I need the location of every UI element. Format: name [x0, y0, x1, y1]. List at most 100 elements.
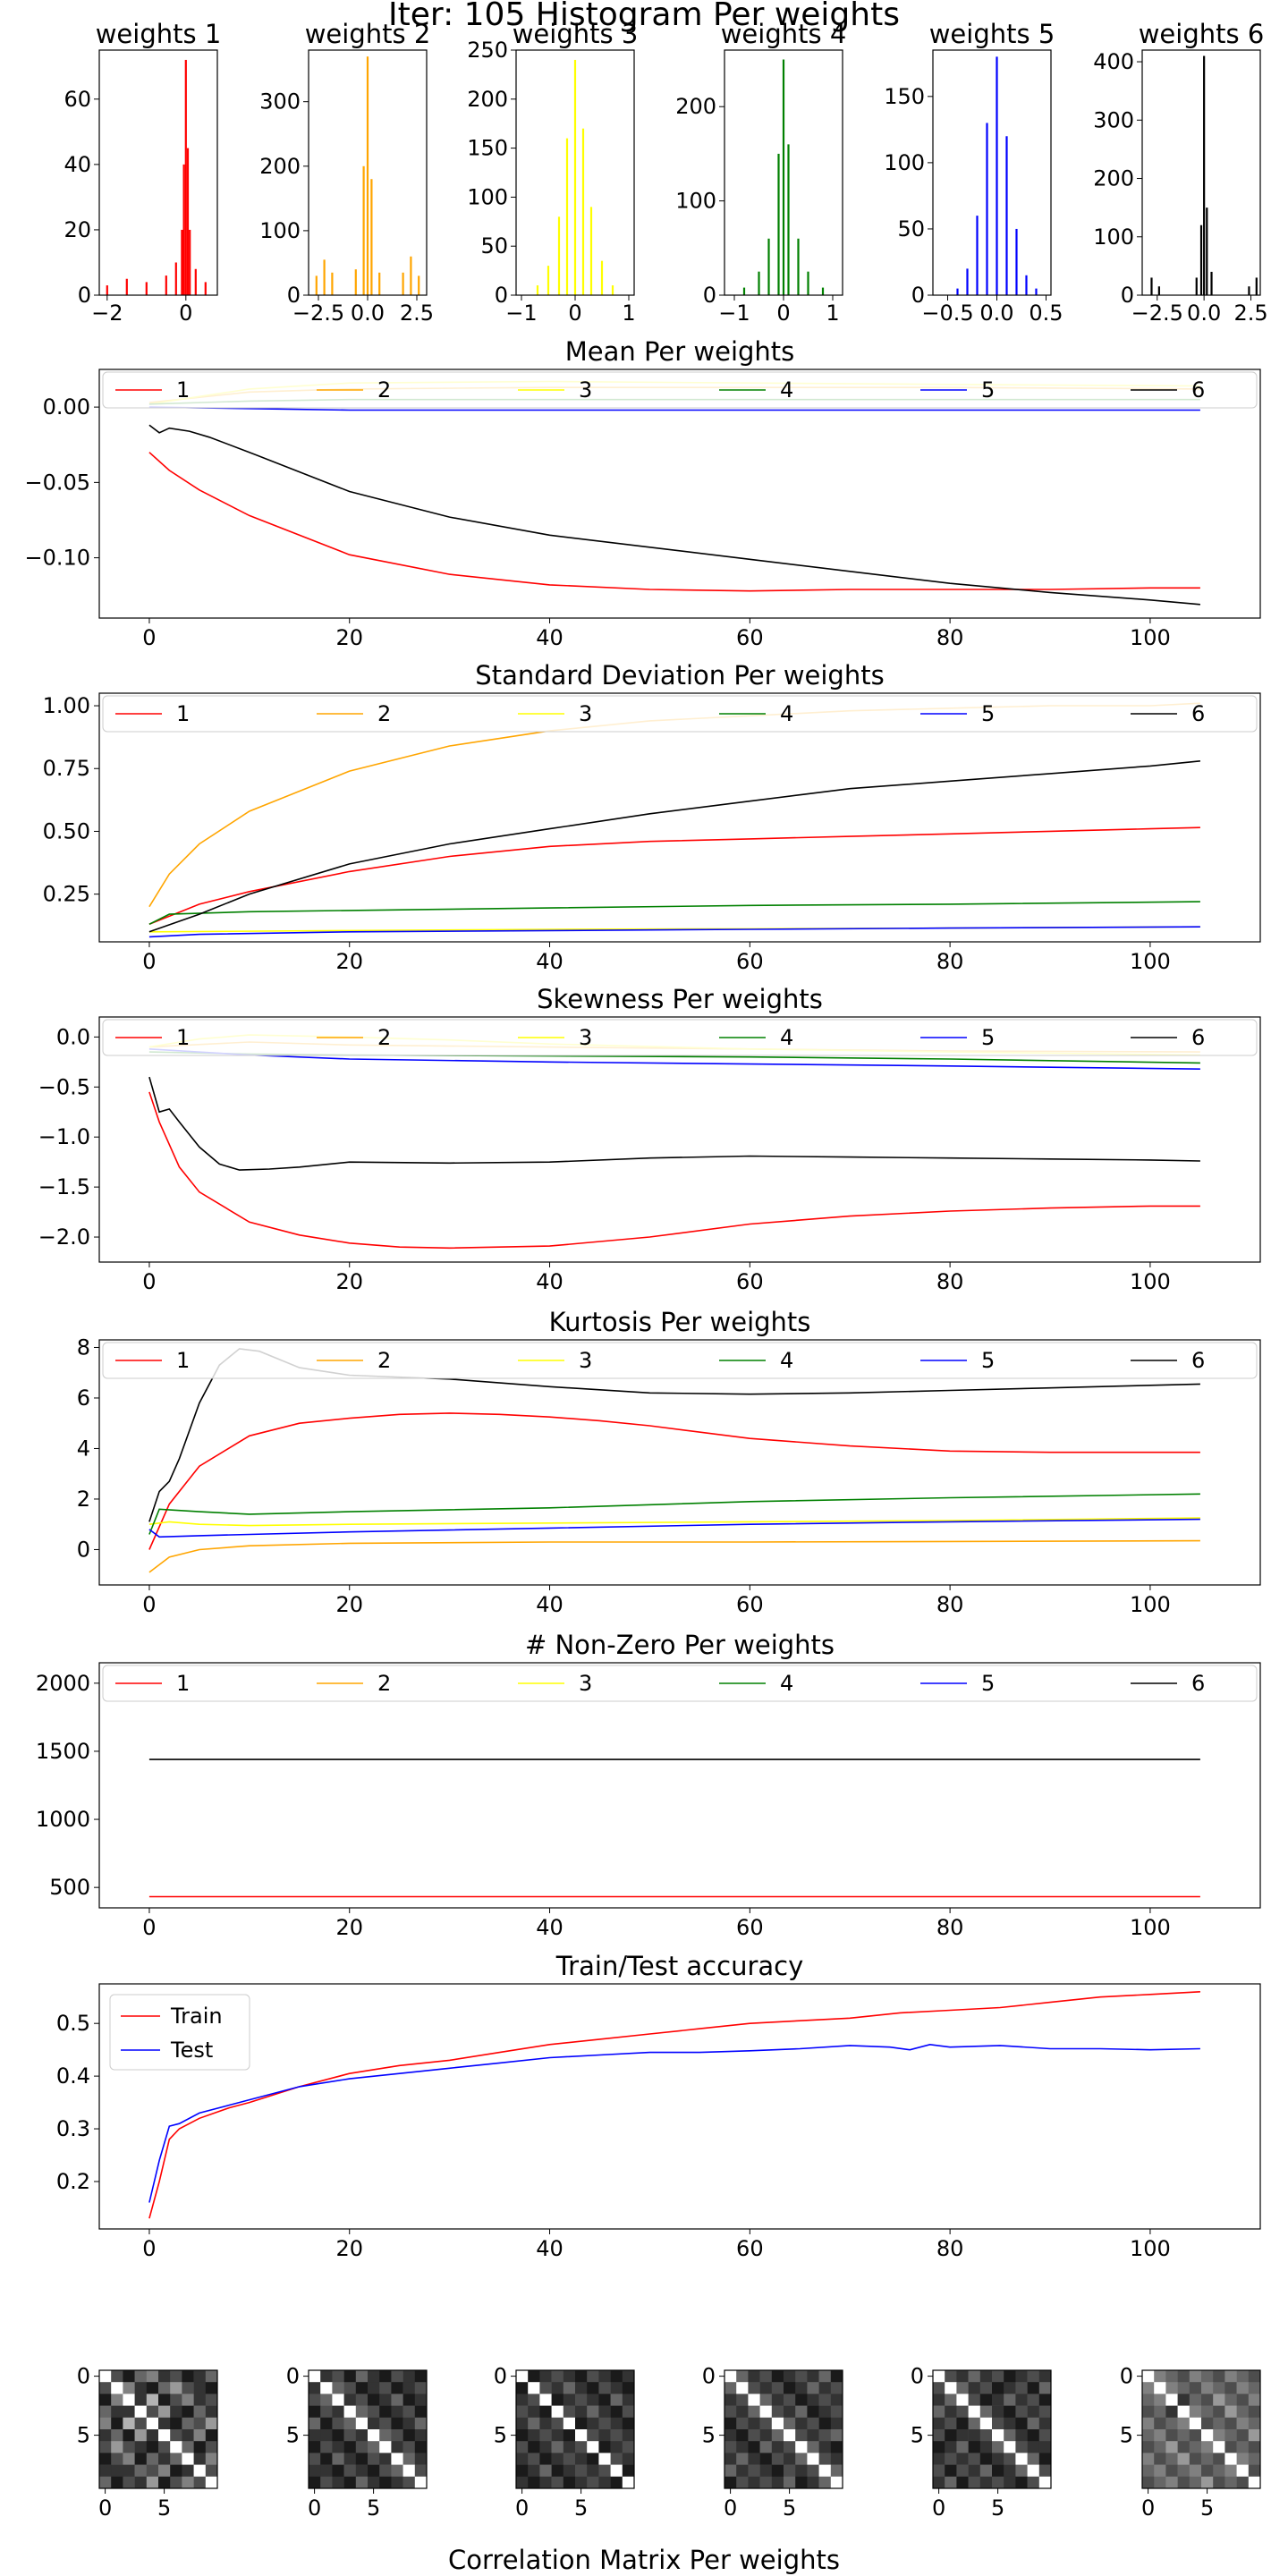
heatmap-cell: [563, 2476, 576, 2489]
heatmap-cell: [1224, 2370, 1237, 2383]
histogram-bar: [362, 165, 365, 295]
heatmap-cell: [391, 2394, 403, 2406]
heatmap-cell: [539, 2453, 552, 2465]
heatmap-cell: [736, 2464, 749, 2478]
heatmap-cell: [134, 2370, 148, 2383]
heatmap-cell: [379, 2464, 392, 2478]
histogram-panel-6: weights 6 −2.5 0.0 2.5 0 100 200 300 400: [1093, 19, 1267, 326]
heatmap-cell: [587, 2417, 599, 2430]
heatmap-cell: [539, 2370, 552, 2383]
heatmap-cell: [1165, 2476, 1178, 2489]
heatmap-cell: [182, 2464, 194, 2478]
histogram-bar: [611, 285, 614, 295]
heatmap-cell: [830, 2441, 843, 2453]
heatmap-cell: [1027, 2464, 1040, 2478]
histogram-bar: [956, 288, 959, 295]
heatmap-cell: [784, 2476, 796, 2489]
heatmap-cell: [379, 2476, 392, 2489]
heatmap-cell: [748, 2405, 760, 2419]
heatmap-cell: [516, 2476, 529, 2489]
heatmap-cell: [134, 2476, 148, 2489]
heatmap-cell: [1213, 2429, 1225, 2442]
heatmap-cell: [1027, 2394, 1040, 2406]
y-tick-label: 300: [1093, 107, 1134, 132]
heatmap-cell: [379, 2370, 392, 2383]
heatmap-cell: [830, 2405, 843, 2419]
heatmap-cell: [1038, 2382, 1052, 2394]
heatmap-cell: [368, 2382, 380, 2394]
heatmap-cell: [1142, 2370, 1155, 2383]
heatmap-cell: [368, 2476, 380, 2489]
heatmap-cell: [622, 2394, 635, 2406]
histogram-frame: [932, 49, 1052, 296]
heatmap-cell: [818, 2441, 832, 2453]
series-line-5: [148, 1518, 1200, 1538]
heatmap-cell: [1015, 2441, 1028, 2453]
histogram-panel-2: weights 2 −2.5 0.0 2.5 0 100 200 300: [259, 19, 434, 326]
heatmap-cell: [830, 2370, 843, 2383]
heatmap-cell: [968, 2464, 981, 2478]
x-tick-label: 0.0: [351, 301, 385, 326]
heatmap-cell: [587, 2441, 599, 2453]
heatmap-cell: [379, 2394, 392, 2406]
histogram-bar: [966, 268, 969, 295]
heatmap-frame: [308, 2369, 428, 2489]
heatmap-cell: [551, 2464, 564, 2478]
legend-label: 4: [780, 701, 793, 726]
histogram-bar: [581, 128, 585, 295]
heatmap-cell: [979, 2429, 993, 2442]
heatmap-cell: [956, 2382, 969, 2394]
x-tick-label: 40: [536, 2236, 564, 2261]
heatmap-cell: [575, 2370, 588, 2383]
heatmap-cell: [771, 2417, 784, 2430]
heatmap-cell: [830, 2476, 843, 2489]
heatmap-cell: [771, 2464, 784, 2478]
legend-label: 1: [176, 1348, 190, 1373]
heatmap-cell: [1201, 2429, 1214, 2442]
heatmap-cell: [759, 2394, 773, 2406]
heatmap-cell: [587, 2453, 599, 2465]
y-tick-label: 4: [77, 1436, 90, 1461]
heatmap-cell: [807, 2417, 819, 2430]
series-line-5: [148, 926, 1200, 938]
heatmap-cell: [1015, 2394, 1028, 2406]
heatmap-cell: [309, 2405, 321, 2419]
heatmap-cell: [807, 2476, 819, 2489]
heatmap-cell: [1189, 2464, 1202, 2478]
heatmap-cell: [414, 2429, 428, 2442]
heatmap-cell: [158, 2441, 171, 2453]
heatmap-cell: [193, 2429, 207, 2442]
heatmap-cell: [992, 2476, 1004, 2489]
series-line-1: [148, 452, 1200, 592]
histogram-bar: [204, 282, 207, 295]
heatmap-cell: [1165, 2441, 1178, 2453]
y-tick-label: 100: [259, 218, 301, 243]
y-tick-label: 2000: [36, 1671, 90, 1696]
heatmap-cell: [736, 2476, 749, 2489]
heatmap-cell: [759, 2464, 773, 2478]
heatmap-cell: [391, 2382, 403, 2394]
heatmap-cell: [610, 2394, 623, 2406]
heatmap-cell: [170, 2394, 182, 2406]
heatmap-cell: [1201, 2405, 1214, 2419]
heatmap-cell: [830, 2464, 843, 2478]
heatmap-cell: [516, 2429, 529, 2442]
heatmap-cell: [1224, 2382, 1237, 2394]
heatmap-cell: [391, 2453, 403, 2465]
heatmap-cell: [610, 2370, 623, 2383]
x-tick-label: 100: [1130, 1915, 1171, 1940]
y-tick-label: −1.5: [38, 1174, 90, 1199]
heatmap-cell: [1027, 2453, 1040, 2465]
heatmap-cell: [784, 2441, 796, 2453]
legend-label: 2: [377, 377, 391, 402]
heatmap-cell: [1142, 2394, 1155, 2406]
heatmap-cell: [158, 2405, 171, 2419]
heatmap-cell: [575, 2405, 588, 2419]
heatmap-cell: [1004, 2417, 1016, 2430]
histogram-bar: [1035, 288, 1038, 295]
histogram-bar: [1248, 286, 1250, 295]
heatmap-cell: [563, 2441, 576, 2453]
plot-frame: [98, 1339, 1261, 1586]
heatmap-cell: [309, 2441, 321, 2453]
heatmap-cell: [111, 2429, 123, 2442]
